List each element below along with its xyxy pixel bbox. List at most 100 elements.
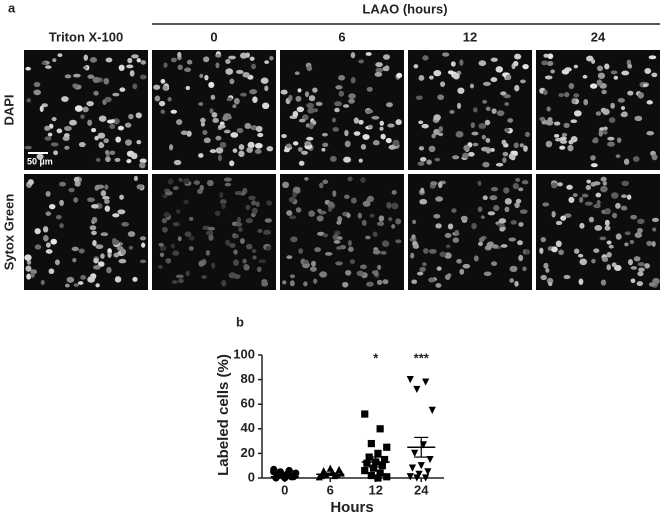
nucleus	[553, 121, 561, 126]
nucleus	[214, 210, 221, 217]
nucleus	[244, 122, 252, 129]
nucleus	[128, 113, 134, 120]
y-tick-label: 60	[241, 396, 255, 411]
nucleus	[226, 115, 232, 120]
nucleus	[477, 206, 483, 213]
nucleus	[125, 139, 132, 146]
nucleus	[261, 102, 270, 110]
nucleus	[308, 210, 315, 217]
nucleus	[233, 259, 239, 266]
nucleus	[636, 281, 644, 287]
nucleus	[322, 179, 329, 185]
nucleus	[558, 249, 564, 256]
panel-label: a	[8, 0, 16, 15]
nucleus	[382, 279, 389, 285]
nucleus	[571, 98, 576, 105]
nucleus	[303, 281, 308, 287]
nucleus	[290, 236, 298, 243]
nucleus	[188, 235, 195, 241]
nucleus	[542, 89, 548, 96]
nucleus	[414, 242, 419, 249]
nucleus	[229, 160, 235, 167]
nucleus	[102, 195, 110, 200]
nucleus	[95, 244, 104, 250]
micrograph	[408, 50, 532, 170]
nucleus	[26, 98, 31, 103]
nucleus	[371, 115, 380, 120]
nucleus	[269, 55, 274, 61]
nucleus	[163, 62, 168, 68]
nucleus	[129, 70, 135, 77]
x-tick-label: 0	[281, 482, 288, 497]
nucleus	[417, 161, 425, 166]
nucleus	[112, 238, 117, 242]
nucleus	[211, 262, 216, 269]
nucleus	[56, 128, 63, 134]
nucleus	[366, 281, 374, 287]
nucleus	[34, 244, 42, 250]
nucleus	[503, 94, 511, 99]
nucleus	[317, 208, 322, 213]
nucleus	[334, 101, 343, 107]
nucleus	[348, 98, 355, 104]
nucleus	[512, 183, 519, 190]
nucleus	[369, 213, 375, 218]
nucleus	[336, 220, 342, 225]
nucleus	[579, 222, 585, 229]
nucleus	[264, 218, 272, 223]
nucleus	[249, 56, 255, 61]
nucleus	[245, 52, 250, 58]
nucleus	[236, 127, 244, 134]
nucleus	[330, 155, 337, 162]
nucleus	[139, 236, 147, 241]
nucleus	[112, 92, 120, 97]
nucleus	[637, 92, 645, 99]
nucleus	[95, 157, 101, 162]
nucleus	[118, 64, 125, 71]
nucleus	[481, 134, 487, 140]
nucleus	[184, 231, 192, 237]
nucleus	[40, 279, 45, 285]
nucleus	[315, 101, 323, 107]
nucleus	[246, 147, 253, 153]
nucleus	[593, 137, 599, 144]
nucleus	[167, 97, 172, 102]
nucleus	[440, 81, 446, 87]
nucleus	[171, 57, 177, 63]
nucleus	[68, 187, 75, 193]
nucleus	[219, 199, 227, 205]
nucleus	[348, 93, 356, 99]
column-header: Triton X-100	[49, 29, 123, 44]
nucleus	[254, 148, 262, 154]
nucleus	[163, 211, 171, 218]
nucleus	[634, 232, 642, 239]
nucleus	[24, 145, 32, 150]
nucleus	[515, 177, 521, 182]
nucleus	[44, 136, 52, 141]
nucleus	[418, 146, 425, 151]
nucleus	[48, 268, 55, 275]
point	[378, 462, 386, 470]
nucleus	[439, 251, 447, 257]
nucleus	[263, 229, 272, 235]
nucleus	[33, 89, 41, 96]
nucleus	[420, 157, 427, 162]
nucleus	[438, 181, 443, 189]
nucleus	[319, 271, 328, 278]
nucleus	[54, 259, 60, 266]
x-tick-label: 6	[327, 482, 334, 497]
nucleus	[384, 65, 390, 72]
nucleus	[255, 201, 260, 208]
nucleus	[200, 122, 206, 127]
nucleus	[509, 265, 518, 273]
point	[422, 474, 430, 482]
nucleus	[136, 58, 141, 63]
nucleus	[116, 246, 124, 251]
nucleus	[71, 246, 79, 252]
micrograph	[408, 174, 532, 290]
nucleus	[64, 74, 72, 79]
nucleus	[87, 74, 95, 79]
nucleus	[601, 256, 609, 262]
nucleus	[242, 258, 247, 264]
nucleus	[42, 235, 49, 242]
